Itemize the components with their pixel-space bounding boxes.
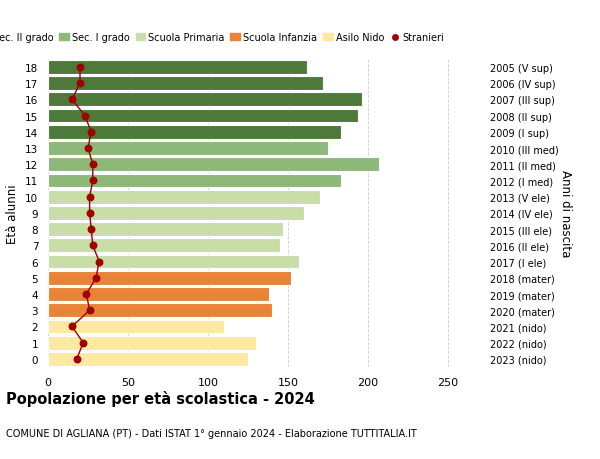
Point — [82, 291, 91, 298]
Point — [88, 161, 98, 168]
Point — [88, 177, 98, 185]
Point — [94, 258, 104, 266]
Text: Popolazione per età scolastica - 2024: Popolazione per età scolastica - 2024 — [6, 390, 315, 406]
Point — [85, 307, 94, 314]
Point — [75, 64, 85, 72]
Y-axis label: Età alunni: Età alunni — [7, 184, 19, 243]
Bar — [48, 304, 272, 318]
Y-axis label: Anni di nascita: Anni di nascita — [559, 170, 572, 257]
Bar — [48, 77, 323, 91]
Bar — [48, 336, 256, 350]
Bar — [48, 287, 269, 301]
Bar — [48, 352, 248, 366]
Bar — [48, 93, 362, 107]
Text: COMUNE DI AGLIANA (PT) - Dati ISTAT 1° gennaio 2024 - Elaborazione TUTTITALIA.IT: COMUNE DI AGLIANA (PT) - Dati ISTAT 1° g… — [6, 428, 417, 438]
Bar — [48, 190, 320, 204]
Bar — [48, 142, 328, 156]
Bar — [48, 126, 341, 140]
Bar — [48, 158, 379, 172]
Point — [88, 242, 98, 250]
Bar — [48, 271, 291, 285]
Point — [91, 274, 101, 282]
Point — [86, 129, 96, 136]
Bar — [48, 223, 283, 236]
Bar — [48, 207, 304, 220]
Bar — [48, 255, 299, 269]
Point — [86, 226, 96, 233]
Point — [85, 194, 94, 201]
Point — [79, 339, 88, 347]
Point — [67, 323, 77, 330]
Point — [80, 112, 89, 120]
Point — [72, 355, 82, 363]
Point — [67, 96, 77, 104]
Bar — [48, 320, 224, 334]
Point — [83, 145, 93, 152]
Bar — [48, 239, 280, 253]
Bar — [48, 61, 307, 75]
Bar — [48, 109, 358, 123]
Legend: Sec. II grado, Sec. I grado, Scuola Primaria, Scuola Infanzia, Asilo Nido, Stran: Sec. II grado, Sec. I grado, Scuola Prim… — [0, 29, 448, 47]
Point — [85, 210, 94, 217]
Bar — [48, 174, 341, 188]
Point — [75, 80, 85, 88]
